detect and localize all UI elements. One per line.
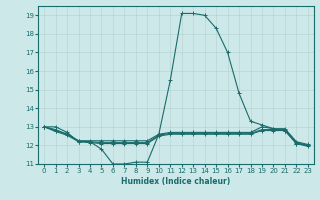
X-axis label: Humidex (Indice chaleur): Humidex (Indice chaleur): [121, 177, 231, 186]
